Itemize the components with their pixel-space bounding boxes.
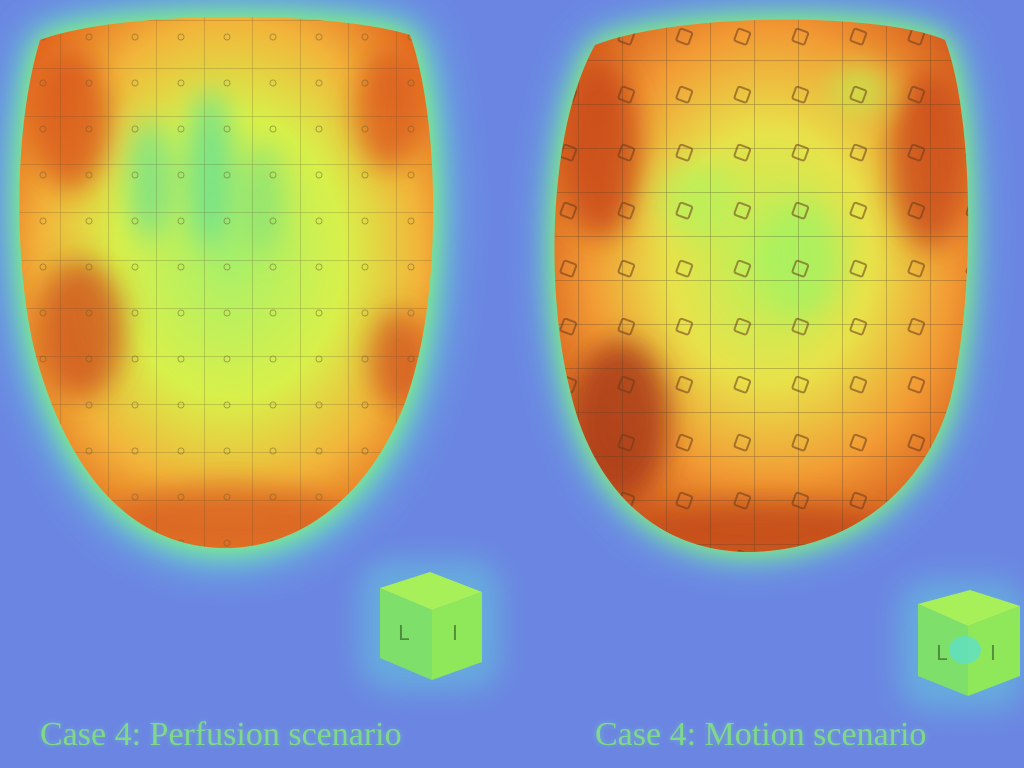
left-heart-heatmap — [19, 16, 434, 549]
caption-perfusion-scenario: Case 4: Perfusion scenario — [40, 716, 402, 753]
cube-left-letter-l: L — [398, 621, 410, 645]
caption-motion-scenario: Case 4: Motion scenario — [595, 716, 927, 753]
cube-right-letter-l: L — [936, 641, 948, 665]
right-heart-heatmap — [554, 19, 969, 552]
cube-left-letter-i: I — [452, 621, 458, 645]
cube-right-letter-i: I — [990, 641, 996, 665]
orientation-cube-left: L I — [360, 560, 500, 690]
orientation-cube-right: L I — [900, 580, 1024, 710]
